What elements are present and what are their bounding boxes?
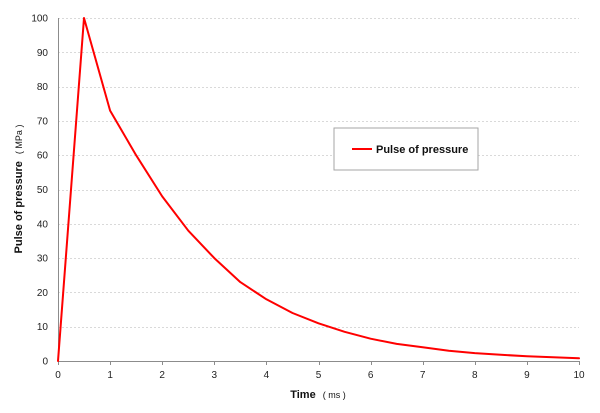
- series-layer: [57, 17, 580, 362]
- series-line-pulse-of-pressure: [57, 17, 580, 362]
- legend: Pulse of pressure: [333, 127, 479, 171]
- y-tick-label: 30: [37, 254, 49, 265]
- x-axis-label: Time: [290, 389, 315, 401]
- y-tick-label: 70: [37, 116, 49, 127]
- x-tick-label: 7: [420, 370, 426, 381]
- y-tick-label: 0: [42, 357, 48, 368]
- x-tick-label: 2: [159, 370, 165, 381]
- x-tick-label: 5: [316, 370, 322, 381]
- y-tick-label: 80: [37, 82, 49, 93]
- x-tick-label: 0: [55, 370, 61, 381]
- grid-layer: [58, 18, 579, 328]
- x-tick-label: 8: [472, 370, 478, 381]
- y-tick-label: 90: [37, 48, 49, 59]
- legend-entry-pulse-of-pressure: Pulse of pressure: [376, 144, 468, 156]
- x-axis-unit: ( ms ): [323, 390, 346, 400]
- x-axis-title: Time ( ms ): [290, 389, 346, 401]
- y-axis-label: Pulse of pressure: [13, 161, 25, 253]
- y-tick-label: 10: [37, 322, 49, 333]
- x-tick-label: 1: [107, 370, 113, 381]
- x-tick-label: 9: [524, 370, 530, 381]
- y-axis-unit: ( MPa ): [14, 125, 24, 155]
- x-tick-label: 6: [368, 370, 374, 381]
- x-tick-label: 3: [212, 370, 218, 381]
- y-tick-label: 100: [31, 14, 48, 25]
- y-tick-label: 60: [37, 151, 49, 162]
- tick-label-layer: 0 10 20 30 40 50 60 70 80 90 100 0 1 2 3 4 5 6 7 8 9 10: [31, 14, 585, 382]
- y-axis-title: Pulse of pressure ( MPa ): [13, 125, 25, 254]
- y-tick-label: 50: [37, 185, 49, 196]
- x-tick-label: 10: [573, 370, 585, 381]
- x-tick-label: 4: [264, 370, 270, 381]
- axis-layer: [58, 18, 580, 365]
- y-tick-label: 40: [37, 219, 49, 230]
- y-tick-label: 20: [37, 288, 49, 299]
